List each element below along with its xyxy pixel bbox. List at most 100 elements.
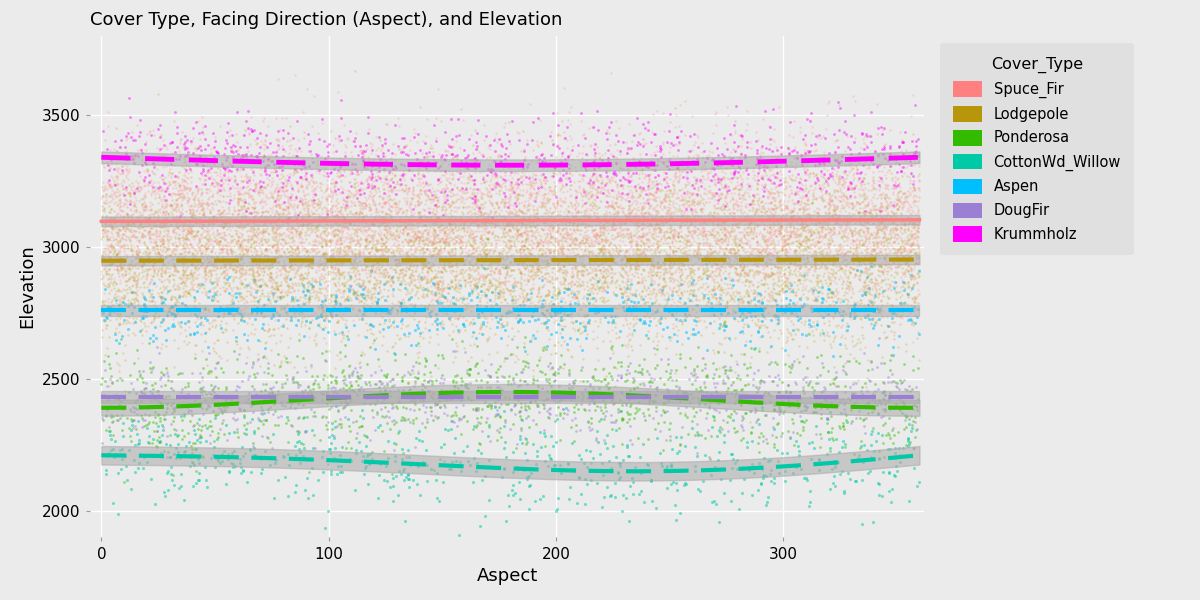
Point [121,211,140,220]
Point [778,262,797,271]
Point [899,235,918,244]
Point [240,226,259,235]
Point [508,210,527,220]
Point [905,306,924,316]
Point [689,245,708,254]
Point [316,253,335,263]
Point [692,138,712,148]
Point [710,161,730,171]
Point [719,260,738,270]
Point [178,340,197,349]
Point [385,199,404,209]
Point [673,254,692,264]
Point [499,247,518,256]
Point [576,244,595,254]
Point [205,235,224,245]
Point [204,152,223,162]
Point [642,189,661,199]
Point [364,220,383,229]
Point [148,240,167,250]
Point [305,293,324,303]
Point [781,173,800,182]
Point [238,185,257,195]
Point [605,217,624,226]
Point [402,270,421,280]
Point [94,258,113,268]
Point [542,268,562,277]
Point [422,240,442,250]
Point [496,269,515,278]
Point [724,214,743,224]
Point [418,227,437,237]
Point [775,247,794,256]
Point [409,338,428,348]
Point [613,455,632,465]
Point [748,172,767,181]
Point [846,206,865,215]
Point [647,146,666,156]
Point [378,195,397,205]
Point [472,230,491,240]
Point [836,173,856,183]
Point [672,195,691,205]
Point [386,208,406,218]
Point [564,323,583,332]
Point [100,242,119,251]
Point [234,298,253,308]
Point [839,218,858,227]
Point [767,297,786,307]
Point [134,302,154,311]
Point [652,458,671,468]
Point [263,242,282,252]
Point [406,299,425,309]
Point [882,302,901,311]
Point [155,195,174,205]
Point [258,289,277,298]
Point [154,242,173,252]
Point [206,373,226,382]
Point [149,248,168,257]
Point [728,250,748,259]
Point [257,223,276,233]
Point [338,200,358,209]
Point [667,321,686,331]
Point [883,244,902,253]
Point [748,246,767,256]
Point [434,227,454,237]
Point [410,280,430,290]
Point [190,278,209,288]
Point [334,193,353,202]
Point [418,269,437,278]
Point [575,325,594,335]
Point [596,265,616,275]
Point [857,263,876,272]
Point [295,293,314,303]
Point [754,114,773,124]
Point [112,136,131,145]
Point [730,190,749,199]
Point [103,224,122,234]
Point [452,256,472,266]
Point [256,197,275,206]
Point [95,247,114,256]
Point [281,250,300,260]
Point [558,201,577,211]
Point [374,230,394,239]
Point [190,414,209,424]
Point [862,185,881,195]
Point [211,269,230,279]
Point [283,244,302,253]
Point [288,300,307,310]
Point [558,216,577,226]
Point [314,389,334,398]
Point [454,237,473,247]
Point [346,292,365,301]
Point [854,238,874,247]
Point [176,274,196,283]
Point [139,217,158,226]
Point [121,188,140,197]
Point [302,258,322,268]
Point [577,197,596,207]
Point [466,275,485,285]
Point [642,276,661,286]
